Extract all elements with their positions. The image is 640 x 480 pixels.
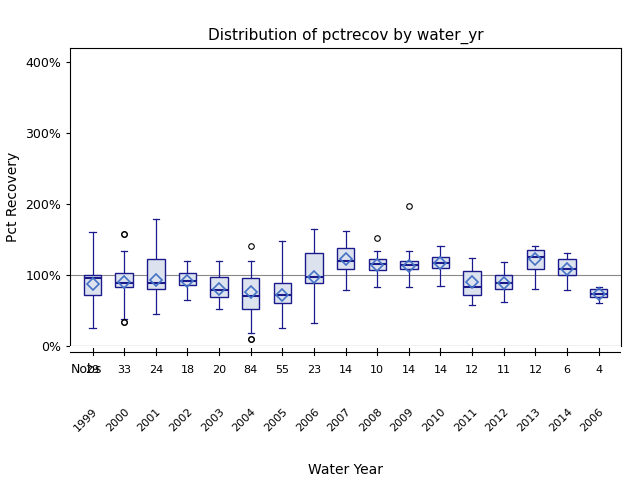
Text: 12: 12 [465, 365, 479, 375]
Text: 11: 11 [497, 365, 511, 375]
FancyBboxPatch shape [115, 273, 133, 288]
Title: Distribution of pctrecov by water_yr: Distribution of pctrecov by water_yr [208, 28, 483, 44]
Text: 33: 33 [117, 365, 131, 375]
FancyBboxPatch shape [369, 259, 386, 270]
FancyBboxPatch shape [558, 259, 576, 275]
FancyBboxPatch shape [400, 261, 417, 269]
Text: 55: 55 [275, 365, 289, 375]
Text: 2007: 2007 [326, 406, 353, 433]
Text: 84: 84 [244, 365, 258, 375]
Text: 29: 29 [85, 365, 100, 375]
Text: 2001: 2001 [136, 406, 163, 433]
FancyBboxPatch shape [305, 253, 323, 283]
Text: 14: 14 [433, 365, 447, 375]
Text: 2012: 2012 [484, 406, 511, 433]
Text: 20: 20 [212, 365, 226, 375]
Text: 2004: 2004 [231, 406, 258, 433]
FancyBboxPatch shape [147, 259, 164, 289]
Text: 14: 14 [339, 365, 353, 375]
FancyBboxPatch shape [463, 271, 481, 295]
Text: 2008: 2008 [357, 406, 384, 433]
Text: 2006: 2006 [294, 406, 321, 433]
FancyBboxPatch shape [179, 273, 196, 285]
Text: 18: 18 [180, 365, 195, 375]
Text: 2006: 2006 [579, 406, 605, 433]
Text: 2002: 2002 [168, 406, 195, 433]
Text: 2003: 2003 [199, 406, 226, 433]
Text: 4: 4 [595, 365, 602, 375]
Text: Water Year: Water Year [308, 463, 383, 477]
FancyBboxPatch shape [432, 257, 449, 268]
Text: 2011: 2011 [452, 406, 479, 433]
FancyBboxPatch shape [337, 248, 355, 269]
Text: 2014: 2014 [547, 406, 574, 433]
Text: 2013: 2013 [515, 406, 543, 433]
FancyBboxPatch shape [495, 275, 513, 289]
FancyBboxPatch shape [274, 283, 291, 303]
FancyBboxPatch shape [84, 275, 101, 295]
FancyBboxPatch shape [242, 278, 259, 309]
Text: 23: 23 [307, 365, 321, 375]
Text: 6: 6 [564, 365, 570, 375]
Text: 1999: 1999 [72, 406, 100, 433]
Text: 14: 14 [402, 365, 416, 375]
FancyBboxPatch shape [590, 289, 607, 298]
Text: 2005: 2005 [262, 406, 289, 433]
Text: 10: 10 [370, 365, 384, 375]
Text: Nobs: Nobs [70, 363, 102, 376]
FancyBboxPatch shape [211, 277, 228, 298]
Y-axis label: Pct Recovery: Pct Recovery [6, 152, 20, 242]
FancyBboxPatch shape [527, 250, 544, 269]
Text: 24: 24 [148, 365, 163, 375]
Text: 2000: 2000 [104, 406, 131, 433]
Text: 12: 12 [529, 365, 543, 375]
Text: 2010: 2010 [420, 406, 447, 433]
Text: 2009: 2009 [389, 406, 416, 433]
